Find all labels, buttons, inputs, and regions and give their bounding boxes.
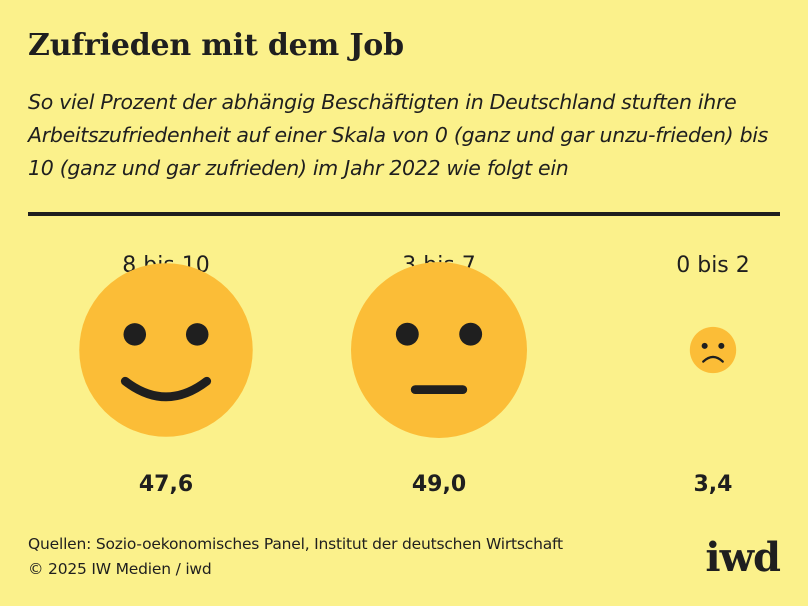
category-label: 0 bis 2 <box>676 253 750 278</box>
footer: Quellen: Sozio-oekonomisches Panel, Inst… <box>28 532 563 582</box>
chart-subtitle: So viel Prozent der abhängig Beschäftigt… <box>28 90 769 180</box>
face-circle <box>79 263 253 437</box>
sources-note: Quellen: Sozio-oekonomisches Panel, Inst… <box>28 535 563 553</box>
value-label: 49,0 <box>412 472 466 497</box>
smile-mouth <box>120 376 212 402</box>
chart-title: Zufrieden mit dem Job <box>28 28 404 63</box>
face-circle <box>689 326 737 374</box>
left-eye <box>701 342 708 349</box>
left-eye <box>123 323 147 346</box>
frown-mouth <box>702 355 724 363</box>
sad-face-icon <box>689 326 737 374</box>
value-label: 47,6 <box>139 472 193 497</box>
neutral-face-icon <box>351 262 527 438</box>
pictogram-chart: 8 bis 1047,63 bis 749,00 bis 23,4 <box>79 253 750 497</box>
right-eye <box>185 323 209 346</box>
iwd-logo: iwd <box>705 534 781 581</box>
value-label: 3,4 <box>694 472 733 497</box>
happy-face-icon <box>79 263 253 437</box>
right-eye <box>718 342 725 349</box>
left-eye <box>395 322 419 346</box>
divider <box>28 212 780 216</box>
face-circle <box>351 262 527 438</box>
copyright-note: © 2025 IW Medien / iwd <box>28 560 212 578</box>
right-eye <box>459 322 483 346</box>
